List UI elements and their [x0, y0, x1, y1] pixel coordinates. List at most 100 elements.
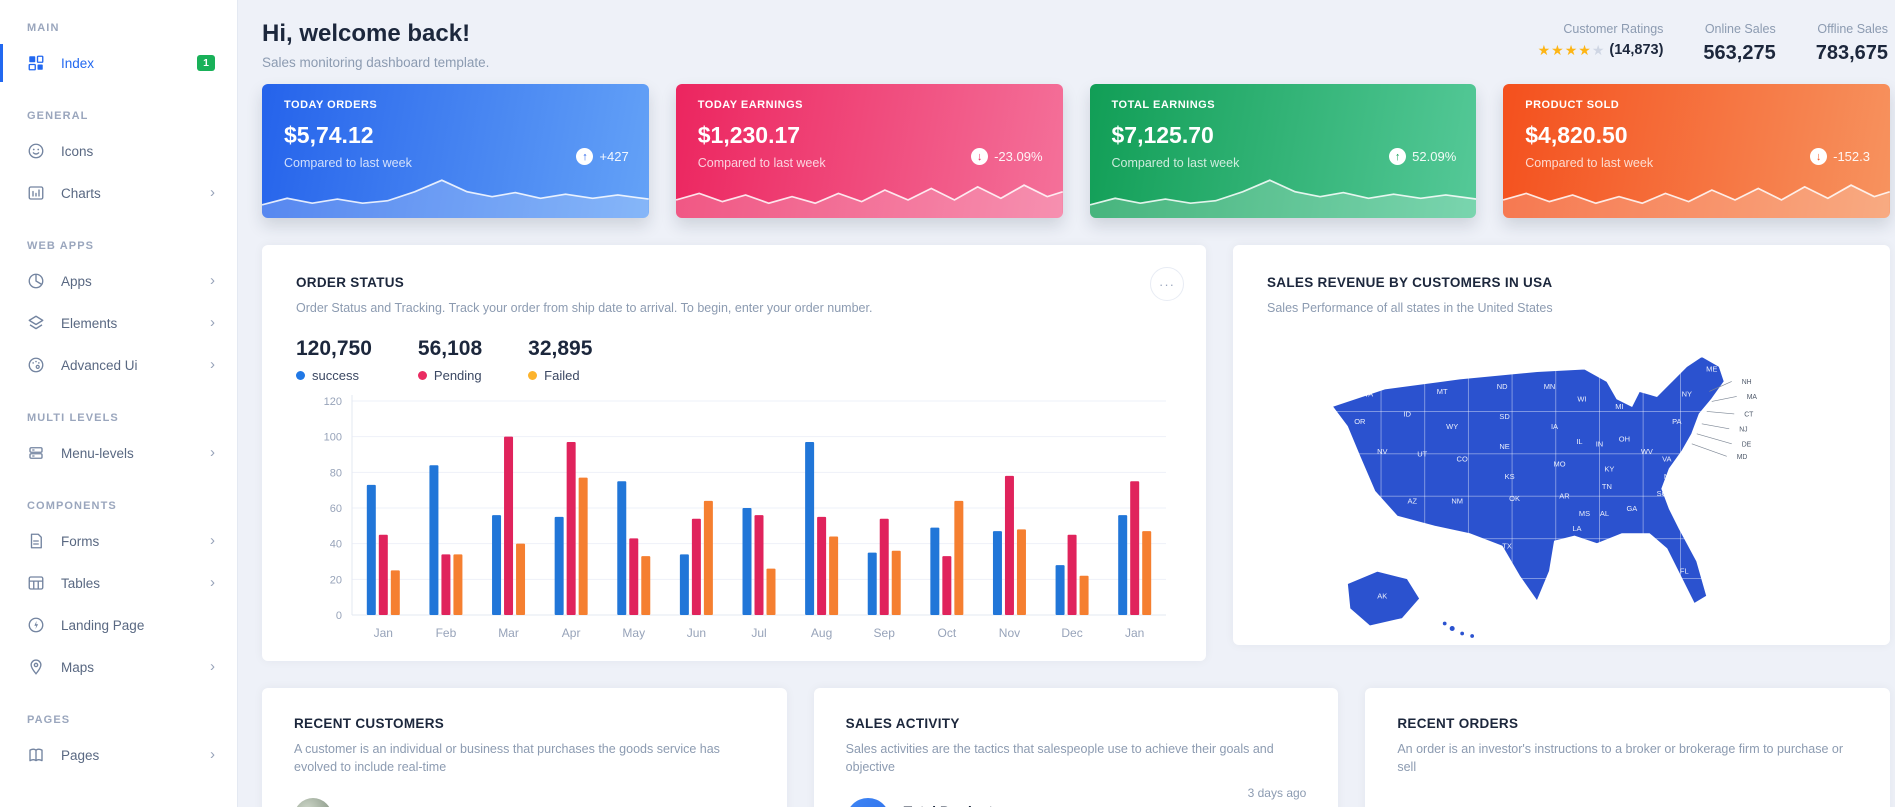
stat-card-compare: Compared to last week — [697, 156, 826, 170]
arrow-down-icon: ↓ — [1810, 148, 1828, 165]
svg-text:MA: MA — [1746, 394, 1757, 401]
legend-dot-icon — [417, 371, 427, 380]
svg-text:DE: DE — [1741, 441, 1751, 448]
sidebar-item-charts[interactable]: Charts › — [0, 172, 237, 214]
svg-text:WY: WY — [1446, 422, 1458, 431]
star-filled-icon: ★ — [1551, 42, 1564, 58]
svg-text:MD: MD — [1736, 454, 1747, 461]
page-title: Hi, welcome back! — [262, 20, 471, 47]
svg-text:0: 0 — [336, 610, 342, 622]
page-subtitle: Sales monitoring dashboard template. — [262, 55, 490, 70]
sidebar-section-label: MAIN — [27, 22, 60, 34]
chevron-right-icon: › — [210, 532, 215, 549]
sidebar-section-label: MULTI LEVELS — [27, 412, 119, 424]
middle-row: ORDER STATUS ··· Order Status and Tracki… — [262, 245, 1890, 661]
svg-text:PA: PA — [1672, 417, 1681, 426]
svg-text:Jun: Jun — [687, 626, 706, 640]
sidebar-item-label: Advanced Ui — [61, 357, 138, 373]
sidebar-item-landing-page[interactable]: Landing Page — [0, 604, 237, 646]
chevron-right-icon: › — [210, 314, 215, 331]
svg-text:TX: TX — [1502, 542, 1512, 551]
sidebar-item-maps[interactable]: Maps › — [0, 646, 237, 688]
welcome-block: Hi, welcome back! Sales monitoring dashb… — [262, 14, 489, 70]
stat-card-delta: ↑ +427 — [576, 148, 629, 165]
svg-text:NC: NC — [1663, 472, 1674, 481]
card-wave-chart — [1089, 179, 1477, 218]
bolt-icon — [27, 616, 45, 634]
layers-icon — [27, 314, 45, 332]
svg-text:80: 80 — [330, 467, 342, 479]
svg-text:FL: FL — [1679, 567, 1688, 576]
sidebar-item-apps[interactable]: Apps › — [0, 260, 237, 302]
sidebar-item-elements[interactable]: Elements › — [0, 302, 237, 344]
header-stat-online-sales: Online Sales 563,275 — [1703, 22, 1775, 65]
svg-text:OR: OR — [1354, 417, 1366, 426]
recent-orders-panel: RECENT ORDERS An order is an investor's … — [1365, 688, 1891, 807]
sidebar-section-label: WEB APPS — [27, 240, 95, 252]
sales-activity-description: Sales activities are the tactics that sa… — [845, 742, 1274, 774]
page-header: Hi, welcome back! Sales monitoring dashb… — [262, 14, 1890, 70]
order-status-stat-failed: 32,895 Failed — [528, 337, 592, 383]
stat-card-total-earnings: TOTAL EARNINGS $7,125.70 Compared to last … — [1089, 84, 1477, 218]
svg-text:MS: MS — [1578, 509, 1589, 518]
stat-card-compare: Compared to last week — [1111, 156, 1240, 170]
panel-menu-button[interactable]: ··· — [1150, 267, 1184, 301]
palette-icon — [27, 356, 45, 374]
svg-text:Apr: Apr — [562, 626, 581, 640]
svg-text:120: 120 — [324, 396, 342, 408]
customer-list-item[interactable]: Samantha Melon — [294, 798, 755, 807]
chevron-right-icon: › — [210, 658, 215, 675]
stat-card-delta-value: 52.09% — [1412, 149, 1457, 164]
svg-text:Feb: Feb — [436, 626, 457, 640]
usa-map-wrap: WA OR ID MT ND MN WI MI NY ME NV UT WY SD IA IL IN OH PA CA… — [1267, 339, 1856, 645]
sidebar-item-menu-levels[interactable]: Menu-levels › — [0, 432, 237, 474]
svg-text:MI: MI — [1615, 402, 1623, 411]
sidebar-item-label: Tables — [61, 575, 101, 591]
star-filled-icon: ★ — [1537, 42, 1551, 58]
sidebar-item-advanced-ui[interactable]: Advanced Ui › — [0, 344, 237, 386]
smiley-icon — [27, 142, 45, 160]
dashboard-icon — [27, 54, 45, 72]
legend-item: Failed — [528, 368, 592, 383]
menu-levels-icon — [27, 444, 45, 462]
activity-item-title: Total Products — [904, 803, 1009, 807]
sidebar-section-pages: PAGES Pages › — [0, 702, 237, 776]
legend-label: Pending — [433, 368, 482, 383]
sidebar-item-icons[interactable]: Icons — [0, 130, 237, 172]
svg-text:IN: IN — [1595, 439, 1602, 448]
stat-card-delta-value: -23.09% — [994, 149, 1043, 164]
sidebar-item-tables[interactable]: Tables › — [0, 562, 237, 604]
sidebar-item-index[interactable]: Index 1 — [0, 42, 237, 84]
card-wave-chart — [675, 184, 1063, 218]
svg-text:IA: IA — [1550, 422, 1557, 431]
stat-card-product-sold: PRODUCT SOLD $4,820.50 Compared to last we… — [1503, 84, 1890, 218]
svg-text:SD: SD — [1499, 412, 1510, 421]
customer-avatar — [294, 798, 332, 807]
svg-text:KY: KY — [1604, 464, 1614, 473]
sidebar-item-label: Menu-levels — [61, 445, 134, 461]
svg-text:20: 20 — [330, 574, 342, 586]
svg-text:60: 60 — [330, 503, 342, 515]
sidebar-item-pages[interactable]: Pages › — [0, 734, 237, 776]
star-empty-icon: ★ — [1591, 42, 1605, 58]
svg-text:100: 100 — [324, 432, 342, 444]
svg-text:WI: WI — [1577, 394, 1586, 403]
stat-card-label: TOTAL EARNINGS — [1111, 99, 1216, 111]
stat-card-value: $4,820.50 — [1525, 122, 1628, 148]
sidebar-item-forms[interactable]: Forms › — [0, 520, 237, 562]
recent-orders-title: RECENT ORDERS — [1397, 716, 1519, 731]
svg-text:MT: MT — [1436, 387, 1447, 396]
legend-label: success — [312, 368, 359, 383]
chevron-right-icon: › — [210, 746, 215, 763]
card-wave-chart — [262, 179, 649, 218]
activity-list-item[interactable]: Total Products 1.2k New Products — [845, 798, 1307, 807]
header-stat-customer-ratings: Customer Ratings ★ ★ ★ ★ ★ (14,873) — [1538, 22, 1664, 65]
svg-text:GA: GA — [1626, 504, 1637, 513]
star-filled-icon: ★ — [1564, 42, 1578, 58]
svg-text:40: 40 — [330, 539, 342, 551]
sidebar-item-label: Apps — [61, 273, 92, 289]
chart-icon — [27, 184, 45, 202]
arrow-up-icon: ↑ — [1389, 148, 1407, 165]
order-status-title: ORDER STATUS — [296, 275, 405, 290]
svg-text:CA: CA — [1357, 472, 1367, 481]
